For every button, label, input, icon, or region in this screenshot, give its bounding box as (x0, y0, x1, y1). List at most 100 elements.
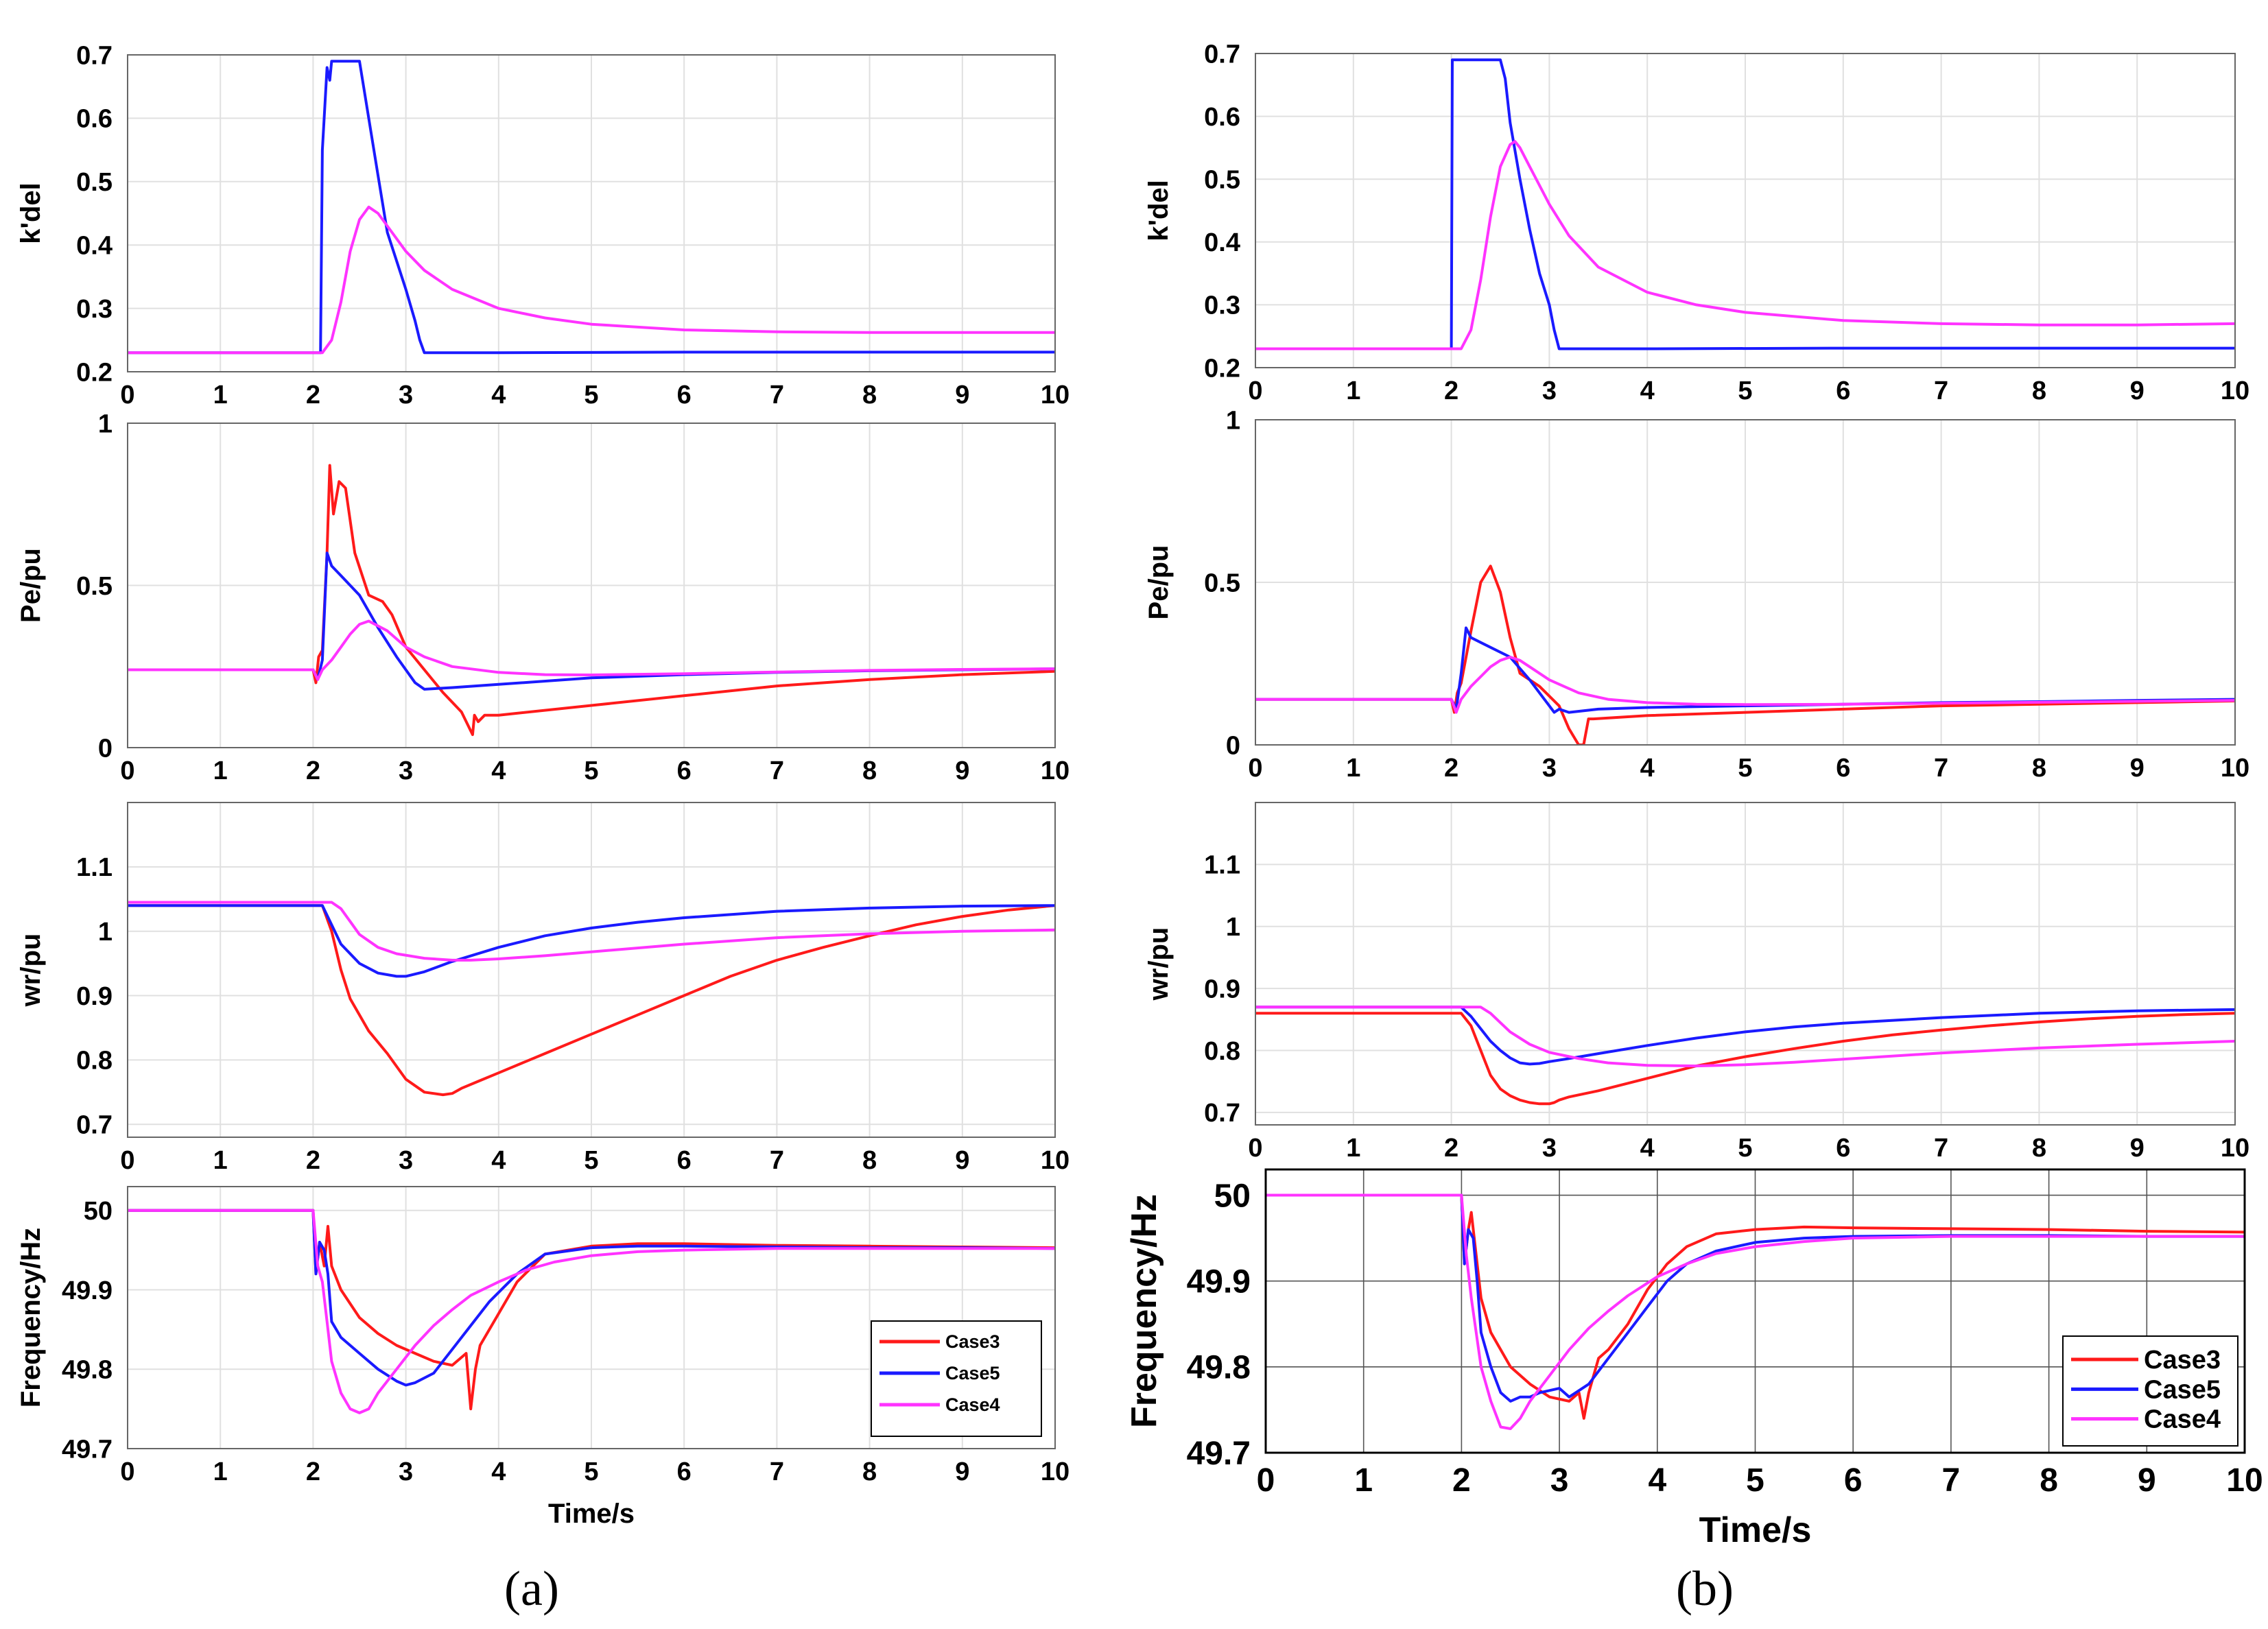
y-tick-label: 1 (98, 409, 113, 438)
y-tick-label: 49.7 (62, 1435, 113, 1464)
x-tick-label: 3 (1542, 377, 1557, 405)
x-tick-label: 6 (677, 1146, 692, 1175)
x-tick-label: 2 (306, 381, 320, 409)
x-tick-label: 7 (1934, 377, 1948, 405)
x-tick-label: 9 (955, 1458, 969, 1486)
x-tick-label: 3 (1542, 754, 1557, 783)
x-tick-label: 9 (955, 757, 969, 785)
series-line-case5 (1266, 1193, 2245, 1403)
x-tick-label: 5 (1746, 1462, 1764, 1499)
series-group (1255, 58, 2235, 350)
x-tick-label: 10 (1041, 381, 1070, 409)
plot-frame (1255, 53, 2236, 368)
x-tick-label: 1 (1354, 1462, 1373, 1499)
y-tick-label: 0.5 (1204, 569, 1240, 597)
y-tick-label: 1 (1226, 406, 1240, 435)
legend-box (2062, 1335, 2239, 1447)
series-group (1266, 1193, 2245, 1430)
series-line-case4 (128, 619, 1055, 681)
x-tick-label: 9 (2130, 1134, 2145, 1163)
x-tick-label: 1 (213, 1458, 228, 1486)
x-tick-label: 10 (2221, 377, 2249, 405)
x-tick-label: 2 (306, 757, 320, 785)
series-line-case5 (1255, 58, 2235, 350)
y-axis-label: wr/pu (16, 934, 46, 1008)
x-tick-label: 7 (770, 1458, 784, 1486)
y-tick-label: 0.6 (1204, 103, 1240, 132)
y-axis-label: Pe/pu (1144, 545, 1174, 620)
y-tick-label: 0.8 (76, 1047, 113, 1075)
x-tick-label: 6 (677, 757, 692, 785)
chart-b2: 0 1 2 3 4 5 6 7 8 9 10 0 0.5 1 Pe/pu (1144, 406, 2249, 783)
x-tick-label: 6 (677, 1458, 692, 1486)
x-tick-label: 5 (584, 1146, 598, 1175)
x-tick-label: 9 (955, 1146, 969, 1175)
x-tick-label: 7 (770, 1146, 784, 1175)
y-tick-label: 0.9 (1204, 975, 1240, 1003)
series-line-case4 (128, 901, 1055, 962)
y-tick-label: 0.6 (76, 105, 113, 134)
x-tick-label: 1 (213, 757, 228, 785)
x-tick-label: 6 (677, 381, 692, 409)
x-tick-label: 3 (1542, 1134, 1557, 1163)
legend-label-case4: Case4 (2144, 1405, 2221, 1434)
x-tick-label: 2 (1444, 377, 1458, 405)
x-tick-label: 1 (213, 1146, 228, 1175)
series-group (128, 901, 1055, 1097)
x-tick-label: 7 (770, 381, 784, 409)
y-tick-label: 1.1 (1204, 851, 1240, 880)
x-tick-label: 8 (2032, 1134, 2046, 1163)
x-tick-label: 0 (120, 381, 134, 409)
x-tick-label: 9 (2130, 754, 2145, 783)
x-axis-label: Time/s (1699, 1510, 1812, 1550)
legend-label-case3: Case3 (945, 1331, 1000, 1352)
series-line-case4 (1266, 1193, 2245, 1430)
x-tick-label: 1 (1346, 377, 1360, 405)
x-tick-label: 3 (399, 1146, 413, 1175)
series-line-case4 (128, 1209, 1055, 1414)
y-tick-label: 0.4 (76, 232, 113, 261)
series-line-case3 (128, 1209, 1055, 1411)
series-line-case5 (1255, 1006, 2235, 1066)
x-tick-label: 4 (1640, 377, 1655, 405)
x-tick-label: 4 (491, 381, 506, 409)
x-tick-label: 10 (2226, 1462, 2263, 1499)
series-line-case5 (128, 60, 1055, 355)
x-tick-label: 3 (399, 381, 413, 409)
y-axis-label: wr/pu (1144, 927, 1174, 1001)
chart-a4: 0 1 2 3 4 5 6 7 8 9 10 49.7 49.8 49.9 50 Frequency/Hz Ti… (16, 1186, 1070, 1529)
y-tick-label: 0.5 (76, 572, 113, 601)
plot-frame (127, 802, 1056, 1138)
x-tick-label: 4 (1648, 1462, 1666, 1499)
y-tick-label: 0.7 (76, 41, 113, 70)
x-tick-label: 1 (1346, 754, 1360, 783)
x-tick-label: 5 (584, 381, 598, 409)
y-tick-label: 0.2 (1204, 354, 1240, 383)
x-tick-label: 2 (1444, 1134, 1458, 1163)
legend-label-case4: Case4 (945, 1394, 1000, 1415)
y-tick-label: 0.8 (1204, 1037, 1240, 1066)
x-tick-label: 9 (2138, 1462, 2156, 1499)
plot-frame (127, 1186, 1056, 1449)
x-tick-label: 0 (1248, 377, 1262, 405)
x-tick-label: 1 (213, 381, 228, 409)
x-tick-label: 5 (1738, 1134, 1752, 1163)
series-line-case4 (1255, 140, 2235, 350)
x-tick-label: 4 (1640, 754, 1655, 783)
chart-b3: 0 1 2 3 4 5 6 7 8 9 10 0.7 0.8 0.9 1 1.1 wr/pu (1144, 802, 2249, 1163)
y-tick-label: 0 (98, 734, 113, 763)
x-tick-label: 0 (120, 1146, 134, 1175)
plot-frame (1255, 419, 2236, 746)
x-tick-label: 10 (2221, 754, 2249, 783)
chart-a3: 0 1 2 3 4 5 6 7 8 9 10 0.7 0.8 0.9 1 1.1 wr/pu (16, 802, 1070, 1175)
x-tick-label: 3 (399, 757, 413, 785)
x-tick-label: 8 (2032, 377, 2046, 405)
x-tick-label: 8 (2040, 1462, 2058, 1499)
x-tick-label: 10 (1041, 1146, 1070, 1175)
series-line-case4 (1255, 656, 2235, 714)
y-tick-label: 0.7 (1204, 40, 1240, 69)
